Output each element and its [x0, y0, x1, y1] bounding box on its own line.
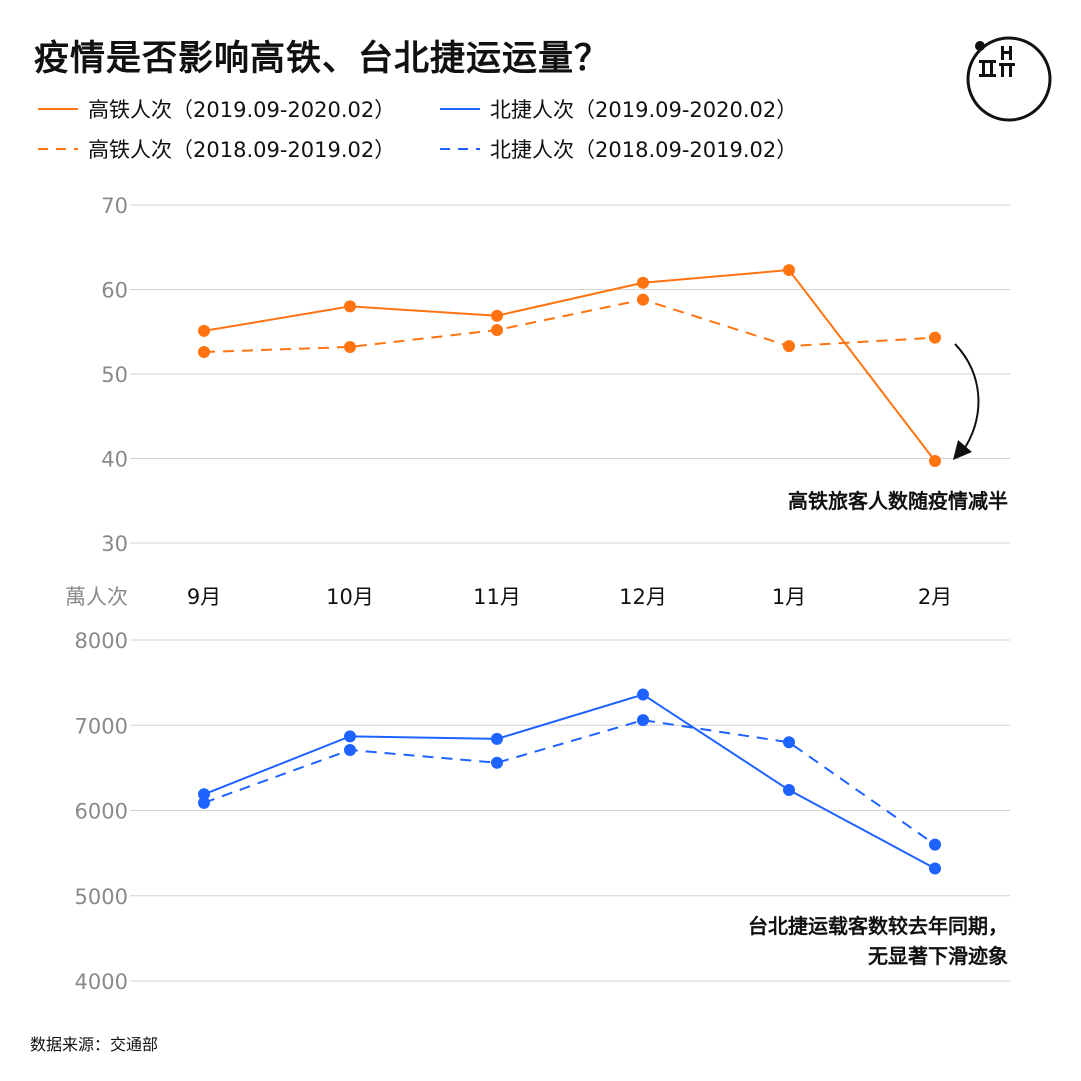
series-line: [203, 298, 936, 354]
data-point: [783, 340, 795, 353]
data-point: [929, 455, 941, 468]
y-tick-label: 30: [101, 532, 128, 556]
data-point: [783, 736, 795, 749]
annotation-text: 无显著下滑迹象: [868, 944, 1008, 968]
data-point: [491, 732, 503, 745]
y-tick-label: 70: [101, 194, 128, 218]
data-point: [491, 324, 503, 337]
legend-item: 北捷人次（2019.09-2020.02）: [440, 94, 797, 124]
data-point: [198, 346, 210, 359]
series-line: [203, 269, 936, 462]
y-tick-label: 7000: [75, 714, 128, 738]
series-line: [203, 719, 936, 846]
data-point: [637, 293, 649, 306]
data-point: [637, 688, 649, 701]
data-point: [344, 340, 356, 353]
data-point: [344, 730, 356, 743]
data-point: [929, 331, 941, 344]
data-point: [929, 838, 941, 851]
legend-label: 北捷人次（2018.09-2019.02）: [490, 138, 798, 162]
data-point: [783, 784, 795, 797]
y-tick-label: 50: [101, 363, 128, 387]
data-point: [491, 309, 503, 322]
data-point: [198, 788, 210, 801]
annotation-text: 高铁旅客人数随疫情减半: [788, 489, 1008, 513]
x-tick-label: 10月: [326, 585, 374, 609]
legend-swatch: [38, 148, 78, 150]
data-point: [783, 264, 795, 277]
y-tick-label: 6000: [75, 800, 128, 824]
data-point: [344, 743, 356, 756]
x-tick-label: 11月: [473, 585, 521, 609]
x-tick-label: 1月: [772, 585, 806, 609]
annotation-text: 台北捷运载客数较去年同期，: [748, 914, 1008, 938]
legend-item: 高铁人次（2018.09-2019.02）: [38, 134, 395, 164]
x-tick-label: 9月: [187, 585, 221, 609]
legend-label: 高铁人次（2018.09-2019.02）: [88, 138, 396, 162]
data-point: [929, 862, 941, 875]
logo-icon: [966, 36, 1052, 122]
y-tick-label: 60: [101, 279, 128, 303]
arrow-head-icon: [953, 440, 972, 460]
legend-swatch: [38, 108, 78, 110]
data-point: [198, 324, 210, 337]
unit-label: 萬人次: [65, 585, 128, 609]
data-point: [198, 796, 210, 809]
legend-label: 高铁人次（2019.09-2020.02）: [88, 98, 396, 122]
legend-item: 北捷人次（2018.09-2019.02）: [440, 134, 797, 164]
page-title: 疫情是否影响高铁、台北捷运运量？: [34, 39, 611, 79]
data-point: [344, 300, 356, 313]
legend-swatch: [440, 108, 480, 110]
data-point: [637, 276, 649, 289]
legend: 高铁人次（2019.09-2020.02） 北捷人次（2019.09-2020.…: [38, 90, 858, 170]
y-tick-label: 5000: [75, 885, 128, 909]
x-tick-label: 12月: [619, 585, 667, 609]
series-line: [203, 693, 936, 870]
legend-swatch: [440, 148, 480, 150]
source-note: 数据来源：交通部: [30, 1035, 159, 1054]
y-tick-label: 4000: [75, 970, 128, 994]
data-point: [637, 714, 649, 727]
legend-label: 北捷人次（2019.09-2020.02）: [490, 98, 798, 122]
x-tick-label: 2月: [918, 585, 952, 609]
annotation-arrow: [954, 343, 980, 453]
data-point: [491, 756, 503, 769]
legend-item: 高铁人次（2019.09-2020.02）: [38, 94, 395, 124]
y-tick-label: 8000: [75, 629, 128, 653]
y-tick-label: 40: [101, 448, 128, 472]
